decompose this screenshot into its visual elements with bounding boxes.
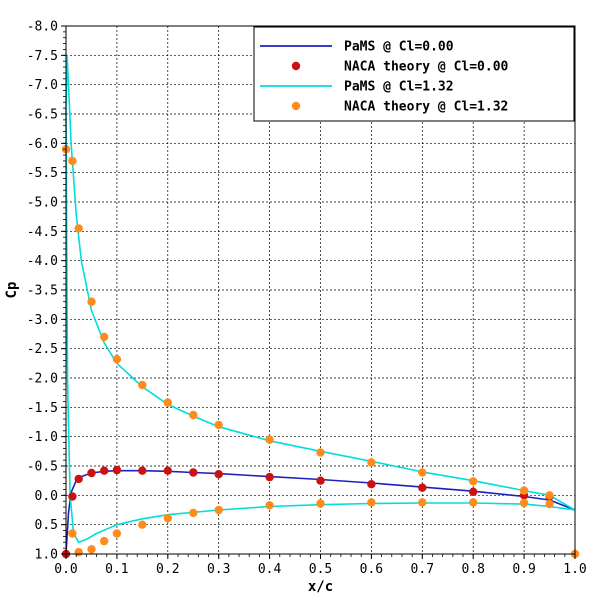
data-point [265,435,274,444]
data-point [163,514,172,523]
data-point [163,398,172,407]
data-point [545,499,554,509]
data-point [469,487,478,496]
data-point [316,448,325,457]
y-tick-label: -6.0 [27,137,58,152]
data-point [418,498,427,507]
data-point [519,486,529,495]
data-point [68,529,77,538]
data-point [112,529,122,538]
legend: PaMS @ Cl=0.00 NACA theory @ Cl=0.00 PaMS … [253,26,575,122]
y-tick-label: -8.0 [27,20,58,35]
y-tick-label: -1.0 [27,430,58,445]
plot-area [61,54,580,559]
y-tick-label: -6.5 [27,108,58,123]
legend-marker-swatch [291,61,301,71]
y-tick-label: -0.5 [27,460,58,475]
y-tick-label: -5.5 [27,166,58,181]
y-tick-label: 1.0 [35,548,58,563]
data-point [265,472,274,482]
x-tick-label: 0.4 [258,562,282,577]
data-point [214,420,223,430]
data-point [519,498,529,508]
y-tick-label: -4.5 [27,225,58,240]
y-tick-label: -5.0 [27,196,58,211]
y-tick-label: 0.0 [35,489,58,504]
data-point [68,492,77,501]
data-point [68,156,77,166]
x-tick-label: 0.8 [461,562,484,577]
data-point [367,458,376,467]
y-tick-label: -7.0 [27,78,58,93]
data-point [189,508,198,518]
legend-marker-swatch [291,101,301,111]
data-point [100,466,109,475]
data-point [418,483,427,492]
axis-ticks: 0.0 0.1 0.2 0.3 0.4 0.5 0.6 0.7 0.8 0.9 1.0 -8.0 -7.… [27,20,587,578]
y-axis-title: Cp [4,282,20,299]
data-point [112,465,122,475]
legend-label: NACA theory @ Cl=1.32 [344,100,508,115]
x-axis-title: x/c [308,579,333,595]
data-point [138,520,147,529]
legend-label: NACA theory @ Cl=0.00 [344,60,509,75]
x-tick-label: 0.6 [360,562,383,577]
data-point [189,468,198,477]
data-point [367,480,376,489]
y-tick-label: 0.5 [35,518,58,533]
data-point [189,410,198,420]
data-point [469,498,478,507]
y-tick-label: -3.0 [27,313,58,328]
x-tick-label: 0.1 [105,562,128,577]
legend-box [253,26,575,122]
data-point [265,501,274,510]
data-point [112,355,122,364]
data-point [74,548,83,557]
x-tick-label: 0.9 [512,562,535,577]
y-tick-label: -4.0 [27,254,58,269]
data-point [469,477,478,486]
data-point [316,499,325,508]
y-tick-label: -3.5 [27,284,58,299]
data-point [163,466,172,475]
data-point [545,491,554,500]
data-point [316,476,325,485]
x-tick-label: 0.3 [207,562,230,577]
x-tick-label: 0.0 [54,562,77,577]
data-point [100,332,109,342]
data-point [367,498,376,507]
data-point [214,470,223,479]
x-tick-label: 0.7 [411,562,434,577]
data-point [74,474,83,484]
legend-label: PaMS @ Cl=0.00 [344,40,454,55]
x-tick-label: 1.0 [563,562,586,577]
data-point [418,468,427,477]
x-tick-label: 0.2 [156,562,179,577]
x-tick-label: 0.5 [309,562,332,577]
data-point [214,505,223,515]
data-point [138,466,147,475]
data-point [87,545,96,554]
y-tick-label: -7.5 [27,49,58,64]
data-point [87,468,96,478]
data-point [100,536,109,546]
y-tick-label: -2.0 [27,372,58,387]
data-point [138,380,147,390]
data-point [74,224,83,233]
y-tick-label: -1.5 [27,401,58,416]
y-tick-label: -2.5 [27,342,58,357]
legend-label: PaMS @ Cl=1.32 [344,80,454,95]
data-point [87,297,96,306]
